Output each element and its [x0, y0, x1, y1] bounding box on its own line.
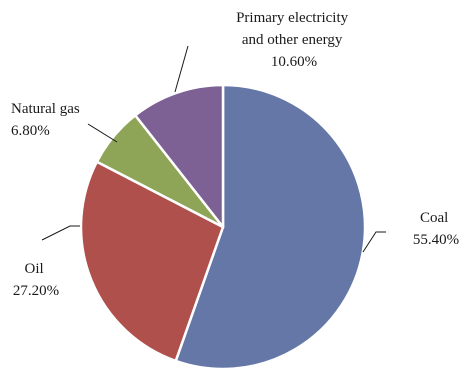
label-primary-line1: Primary electricity — [236, 10, 349, 26]
label-coal: Coal 55.40% — [413, 210, 459, 248]
label-primary: Primary electricity and other energy 10.… — [236, 10, 352, 70]
label-natural-gas: Natural gas 6.80% — [11, 101, 83, 139]
label-oil-name: Oil — [25, 261, 44, 277]
label-coal-value: 55.40% — [413, 232, 459, 248]
label-coal-name: Coal — [420, 210, 448, 226]
leader-line-oil — [41, 225, 80, 241]
pie-slices — [79, 83, 367, 369]
label-oil-value: 27.20% — [13, 283, 59, 299]
label-primary-value: 10.60% — [271, 54, 317, 70]
label-natural-gas-name: Natural gas — [11, 101, 80, 117]
label-natural-gas-value: 6.80% — [11, 123, 50, 139]
pie-slice-oil — [79, 160, 225, 363]
leader-line-primary — [174, 45, 189, 93]
leader-line-natural-gas — [87, 123, 118, 143]
pie-slice-primary-electricity-and-other-energy — [134, 83, 225, 229]
label-primary-line2: and other energy — [242, 32, 343, 48]
leader-line-coal — [362, 231, 386, 253]
label-oil: Oil 27.20% — [13, 261, 59, 299]
